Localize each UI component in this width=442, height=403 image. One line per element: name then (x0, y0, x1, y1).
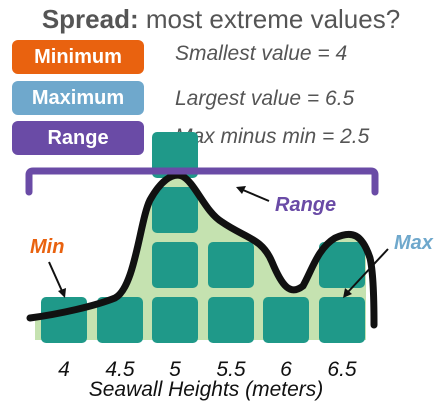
data-square (208, 297, 254, 343)
x-tick-label: 6 (280, 358, 292, 381)
x-tick-label: 4 (58, 358, 70, 381)
data-square (208, 242, 254, 288)
data-square (263, 297, 309, 343)
data-square (152, 132, 198, 178)
x-tick-label: 6.5 (327, 358, 357, 381)
data-square (152, 187, 198, 233)
max-arrow (343, 248, 389, 298)
minimum-description: Smallest value = 4 (175, 42, 348, 65)
min-annotation: Min (30, 236, 64, 258)
range-arrow (236, 186, 270, 202)
range-annotation: Range (275, 194, 336, 216)
maximum-badge-label: Maximum (31, 86, 125, 109)
data-square (97, 297, 143, 343)
range-badge-label: Range (47, 126, 109, 149)
data-square (319, 242, 365, 288)
title-rest: most extreme values? (145, 4, 401, 34)
min-arrow (48, 261, 66, 298)
page-title: Spread: most extreme values? (0, 4, 442, 35)
range-description: Max minus min = 2.5 (175, 125, 370, 148)
minimum-badge-label: Minimum (34, 45, 122, 68)
data-square (319, 297, 365, 343)
title-bold: Spread: (41, 4, 139, 34)
data-square (152, 242, 198, 288)
data-square (152, 297, 198, 343)
max-annotation: Max (394, 232, 434, 254)
x-tick-label: 5.5 (216, 358, 246, 381)
x-tick-label: 4.5 (105, 358, 135, 381)
x-axis-label: Seawall Heights (meters) (89, 378, 324, 401)
data-square (41, 297, 87, 343)
range-badge: Range (12, 121, 144, 155)
density-curve (26, 171, 378, 329)
range-bracket (25, 167, 379, 196)
maximum-badge: Maximum (12, 81, 144, 115)
x-tick-label: 5 (169, 358, 181, 381)
minimum-badge: Minimum (12, 40, 144, 74)
maximum-description: Largest value = 6.5 (175, 87, 355, 110)
